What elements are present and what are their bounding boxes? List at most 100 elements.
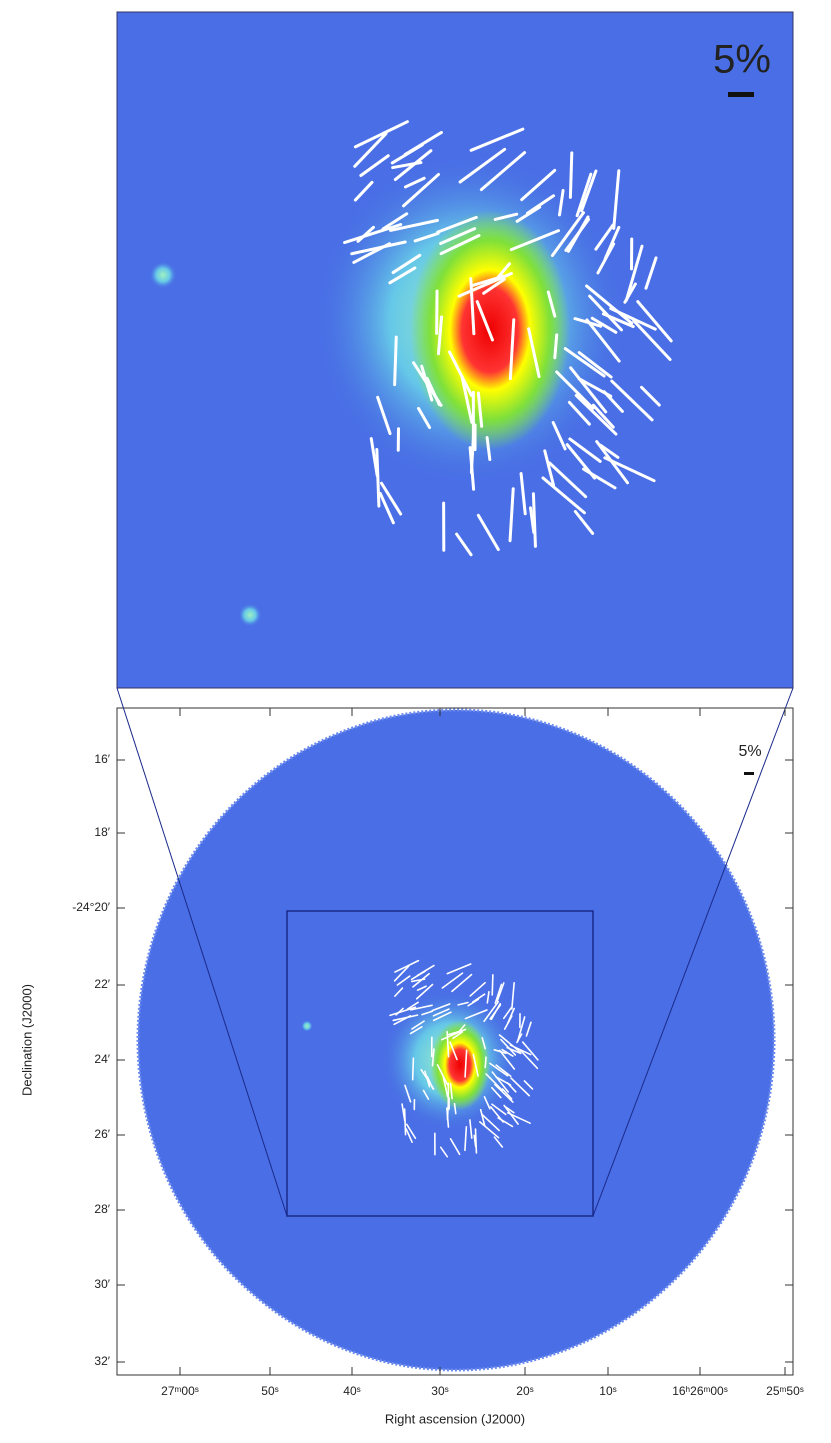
vector [432,1008,450,1017]
vector [412,972,430,988]
vector [594,223,615,251]
vector [501,1048,514,1057]
vector [452,1031,464,1040]
vector [350,240,407,256]
vector [568,437,602,463]
vector [527,327,541,379]
vector [457,1024,466,1033]
vector [436,215,478,234]
star [238,603,262,627]
vector [475,300,494,342]
vector [424,1070,431,1088]
vector [596,242,616,275]
vector [548,461,588,499]
vector [449,1082,453,1100]
vector [494,262,511,281]
frame [116,707,794,1376]
vector [546,290,557,318]
vector [588,294,623,332]
vector [574,393,618,436]
vector [591,403,615,429]
vector [529,506,536,534]
vector [612,169,621,230]
vector [494,1083,514,1103]
vector [439,1146,449,1158]
vector [426,1076,434,1090]
vector [436,315,444,356]
polarization-vectors [389,959,539,1158]
vector [543,449,556,487]
vector [479,1108,486,1126]
vector [411,1057,415,1081]
vector [457,272,513,298]
y-axis-label: Declination (J2000) [19,984,34,1096]
scale-bar [728,92,754,97]
vector [393,149,433,182]
vector [498,1034,521,1053]
vector [439,234,481,256]
y-tick-label: -24°20′ [72,900,110,914]
vector [550,211,585,258]
vector [474,1128,478,1154]
vector [405,1128,413,1144]
x-tick-label: 10ˢ [599,1384,616,1398]
vector [446,1030,450,1058]
vector [555,370,595,410]
vector [416,985,427,991]
vector [520,168,557,202]
vector [553,333,559,360]
vector [599,443,620,459]
vector [410,970,427,981]
vector [519,472,527,516]
vector [610,379,654,422]
vector [389,218,439,232]
vector [515,205,542,223]
vector [509,229,560,252]
vector [421,1010,434,1016]
vector [632,319,672,362]
vector [469,277,476,336]
vector [353,180,374,202]
y-tick-label: 24′ [94,1052,110,1066]
vector [356,225,376,243]
y-tick-label: 30′ [94,1277,110,1291]
vector [568,151,574,199]
vector [467,998,480,1007]
vector [482,1114,500,1132]
vector [469,981,486,997]
vector [393,335,398,387]
vector [483,1001,499,1023]
vector [390,143,424,165]
vector [531,492,537,548]
vector [453,1102,457,1115]
vector [469,1119,473,1139]
vector [381,212,409,231]
vector [565,443,597,480]
vector [460,376,474,424]
vector [479,151,527,192]
vector [441,972,464,989]
vector [551,421,567,451]
frame [116,11,794,689]
vector [394,987,404,997]
vector [431,1003,451,1012]
vector [508,318,516,381]
top-image [117,12,793,688]
vector [413,231,440,243]
vector [541,476,586,515]
vector [436,1064,449,1086]
x-tick-label: 16ʰ26ᵐ00ˢ [672,1384,728,1398]
vector [644,256,658,290]
vector [516,1016,526,1043]
vector [431,1048,435,1067]
vector [378,491,395,525]
bottom-image [136,708,776,1372]
vector [388,266,417,285]
vector [464,1049,468,1078]
vector [493,1048,507,1055]
vector [442,1075,449,1098]
vector [415,983,434,1000]
vector [403,176,426,189]
vector [420,364,434,402]
vector [476,391,484,428]
